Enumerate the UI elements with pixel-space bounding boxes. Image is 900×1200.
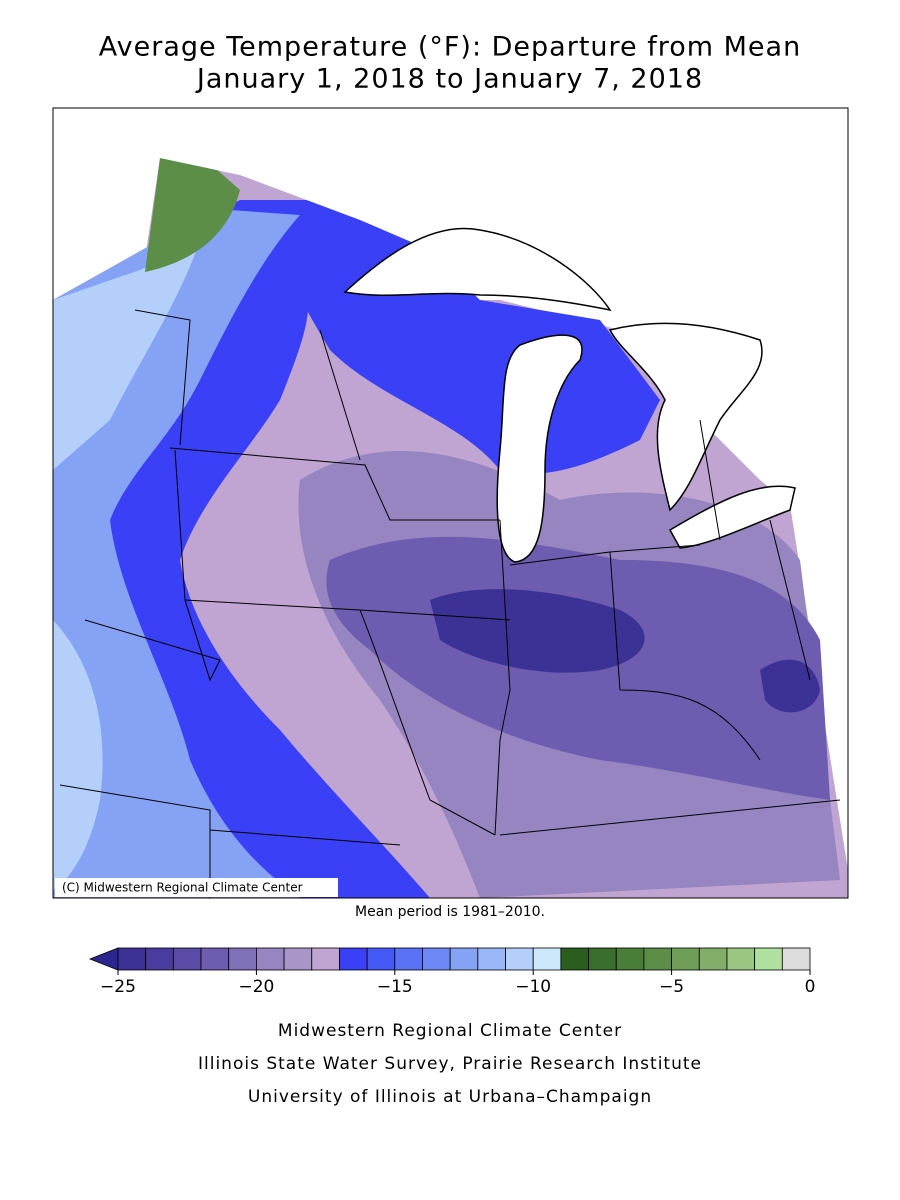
map-frame bbox=[52, 107, 849, 899]
color-box bbox=[781, 947, 811, 971]
color-box bbox=[172, 947, 202, 971]
color-box bbox=[449, 947, 479, 971]
credit-box bbox=[55, 878, 338, 897]
region-pale-blue bbox=[53, 240, 200, 890]
color-box bbox=[228, 947, 257, 971]
map bbox=[53, 108, 848, 898]
lake-superior bbox=[343, 227, 612, 312]
color-box bbox=[145, 947, 174, 971]
color-box bbox=[560, 947, 589, 971]
colorbar: −25 −20 −15 −10 −5 0 bbox=[88, 947, 816, 997]
color-box bbox=[394, 947, 423, 971]
color-box bbox=[615, 947, 645, 971]
color-box bbox=[477, 947, 506, 971]
color-box bbox=[339, 947, 368, 971]
title: Average Temperature (°F): Departure from… bbox=[99, 32, 801, 63]
color-box bbox=[643, 947, 672, 971]
color-box bbox=[200, 947, 230, 971]
colorbar-tick-label: 0 bbox=[805, 977, 816, 997]
colorbar-under bbox=[88, 947, 119, 971]
colorbar-tick-label: −5 bbox=[659, 977, 684, 997]
color-box bbox=[283, 947, 313, 971]
color-box bbox=[671, 947, 700, 971]
lake-huron bbox=[608, 322, 763, 512]
color-box bbox=[505, 947, 534, 971]
colorbar-tick-label: −10 bbox=[515, 977, 551, 997]
state-borders bbox=[59, 309, 841, 898]
colorbar-tick-label: −25 bbox=[100, 977, 136, 997]
lake-michigan bbox=[496, 334, 583, 563]
color-box bbox=[588, 947, 617, 971]
colorbar-tick-label: −20 bbox=[238, 977, 274, 997]
color-box bbox=[366, 947, 396, 971]
footer-line: Midwestern Regional Climate Center bbox=[278, 1021, 622, 1041]
color-box bbox=[726, 947, 756, 971]
color-box bbox=[754, 947, 783, 971]
region-green bbox=[145, 158, 240, 272]
colorbar-tick-label: −15 bbox=[377, 977, 413, 997]
region-dark-purple bbox=[430, 589, 820, 713]
lake-erie bbox=[668, 485, 796, 549]
subtitle: January 1, 2018 to January 7, 2018 bbox=[195, 64, 703, 95]
credit: (C) Midwestern Regional Climate Center bbox=[62, 881, 303, 895]
color-box bbox=[311, 947, 340, 971]
color-box bbox=[532, 947, 562, 971]
canada bbox=[53, 108, 848, 505]
color-box bbox=[117, 947, 147, 971]
color-box bbox=[255, 947, 285, 971]
footer-line: Illinois State Water Survey, Prairie Res… bbox=[198, 1054, 702, 1074]
footer-line: University of Illinois at Urbana–Champai… bbox=[248, 1087, 652, 1107]
color-box bbox=[698, 947, 728, 971]
color-box bbox=[422, 947, 451, 971]
note: Mean period is 1981–2010. bbox=[355, 904, 545, 920]
